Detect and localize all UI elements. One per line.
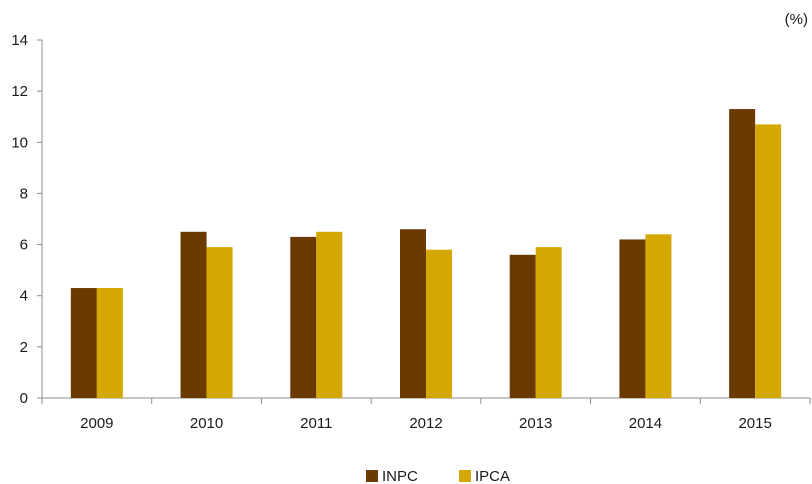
y-tick-label: 0 — [20, 390, 28, 407]
x-tick-label: 2014 — [629, 415, 662, 432]
y-tick-label: 14 — [11, 32, 28, 49]
bar-inpc-2015 — [729, 109, 756, 399]
x-axis: 2009 2010 2011 2012 2013 2014 2015 — [41, 397, 811, 432]
bar-ipca-2012 — [426, 249, 452, 398]
y-tick-label: 10 — [11, 134, 28, 151]
bar-ipca-2011 — [316, 231, 343, 398]
bar-inpc-2010 — [180, 231, 207, 398]
y-tick-label: 12 — [11, 83, 28, 100]
bar-inpc-2014 — [619, 239, 646, 398]
legend-label-ipca: IPCA — [475, 468, 510, 484]
x-tick-label: 2009 — [80, 415, 113, 432]
y-tick-label: 4 — [20, 288, 28, 305]
legend-swatch-inpc — [366, 470, 378, 482]
x-tick-label: 2013 — [519, 415, 552, 432]
bar-inpc-2011 — [290, 236, 317, 398]
bar-series-group — [70, 109, 782, 399]
bar-ipca-2015 — [755, 124, 782, 398]
y-tick-label: 2 — [20, 339, 28, 356]
x-tick-label: 2010 — [190, 415, 223, 432]
y-tick-label: 6 — [20, 237, 28, 254]
unit-label: (%) — [785, 11, 808, 28]
legend: INPC IPCA — [366, 468, 510, 484]
x-tick-label: 2012 — [409, 415, 442, 432]
legend-label-inpc: INPC — [382, 468, 418, 484]
bar-inpc-2013 — [509, 254, 536, 398]
x-tick-label: 2015 — [738, 415, 771, 432]
y-axis: 0 2 4 6 8 10 12 14 — [11, 32, 43, 407]
legend-swatch-ipca — [459, 470, 471, 482]
bar-ipca-2014 — [645, 234, 672, 398]
x-tick-label: 2011 — [300, 415, 332, 432]
bar-inpc-2012 — [400, 229, 426, 398]
y-tick-label: 8 — [20, 185, 28, 202]
bar-inpc-2009 — [70, 288, 97, 398]
bar-ipca-2010 — [206, 247, 233, 398]
bar-ipca-2013 — [535, 247, 562, 398]
bar-ipca-2009 — [96, 288, 123, 398]
